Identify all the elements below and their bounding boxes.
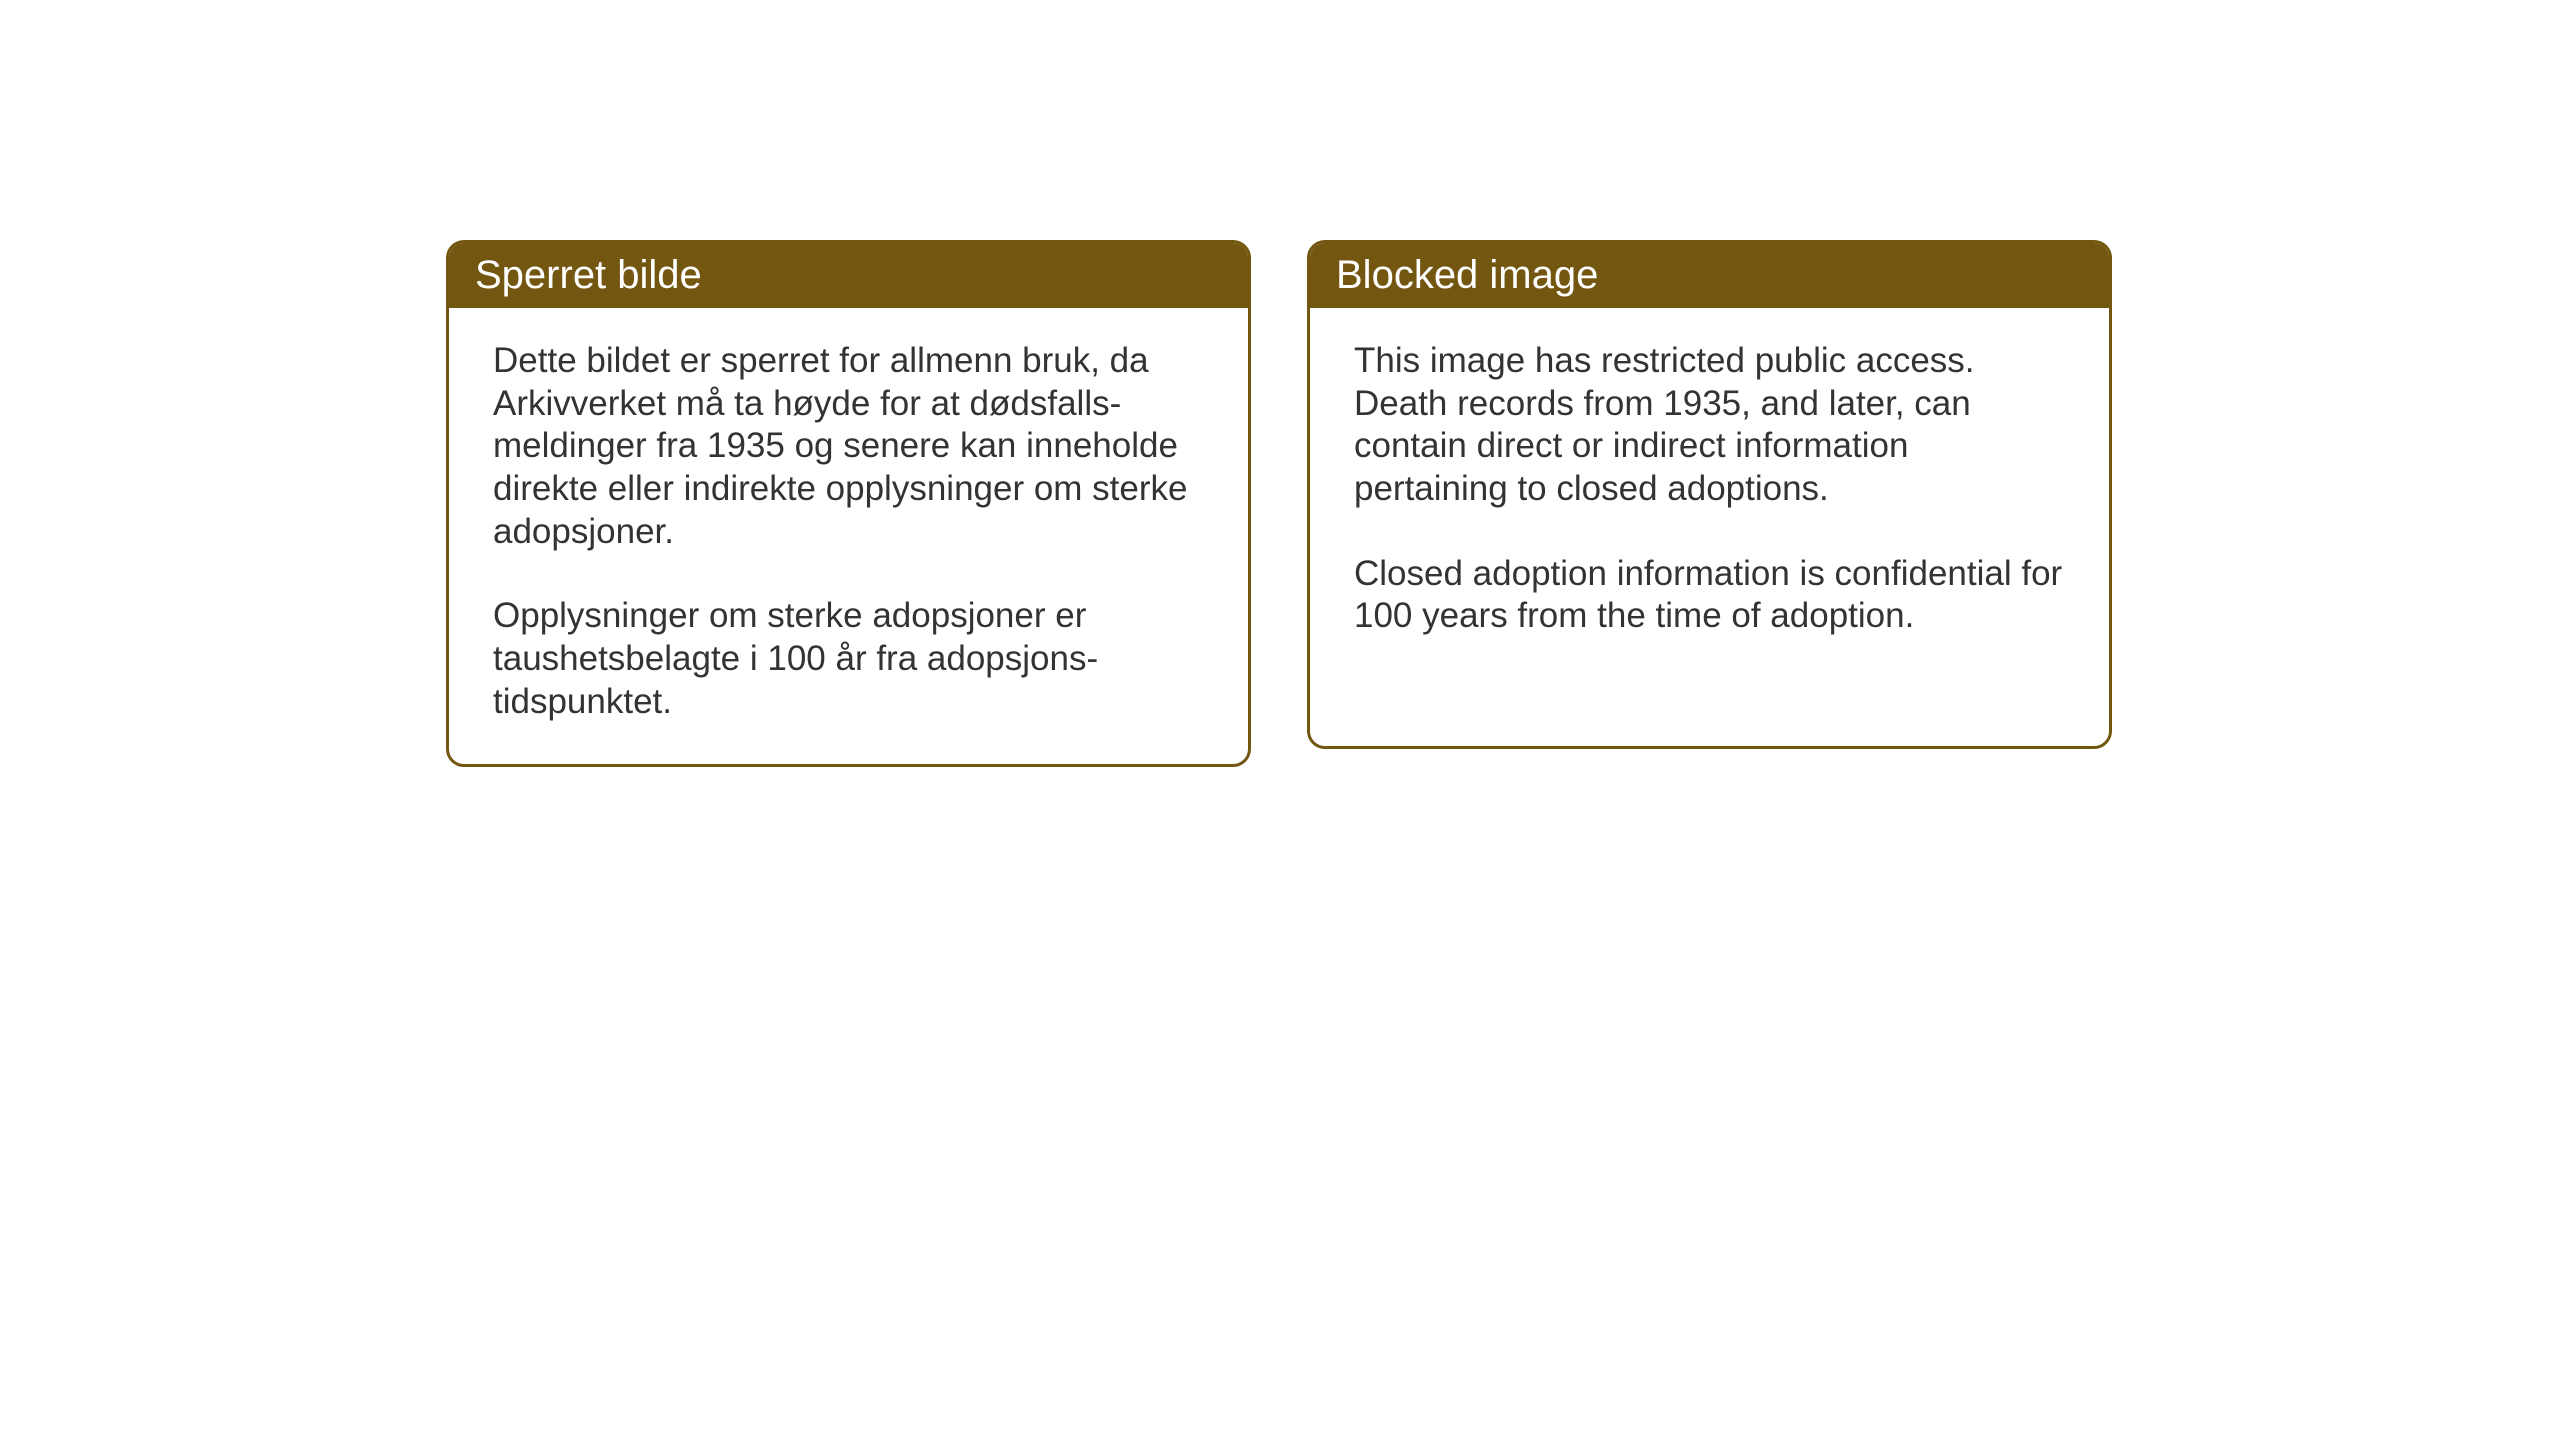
card-paragraph-1-norwegian: Dette bildet er sperret for allmenn bruk… [493,340,1204,553]
blocked-image-card-norwegian: Sperret bilde Dette bildet er sperret fo… [446,240,1251,767]
card-body-english: This image has restricted public access.… [1310,308,2109,678]
card-header-english: Blocked image [1310,243,2109,308]
cards-container: Sperret bilde Dette bildet er sperret fo… [446,240,2112,767]
card-body-norwegian: Dette bildet er sperret for allmenn bruk… [449,308,1248,764]
card-paragraph-2-norwegian: Opplysninger om sterke adopsjoner er tau… [493,595,1204,723]
blocked-image-card-english: Blocked image This image has restricted … [1307,240,2112,749]
card-header-norwegian: Sperret bilde [449,243,1248,308]
card-paragraph-1-english: This image has restricted public access.… [1354,340,2065,511]
card-paragraph-2-english: Closed adoption information is confident… [1354,553,2065,638]
